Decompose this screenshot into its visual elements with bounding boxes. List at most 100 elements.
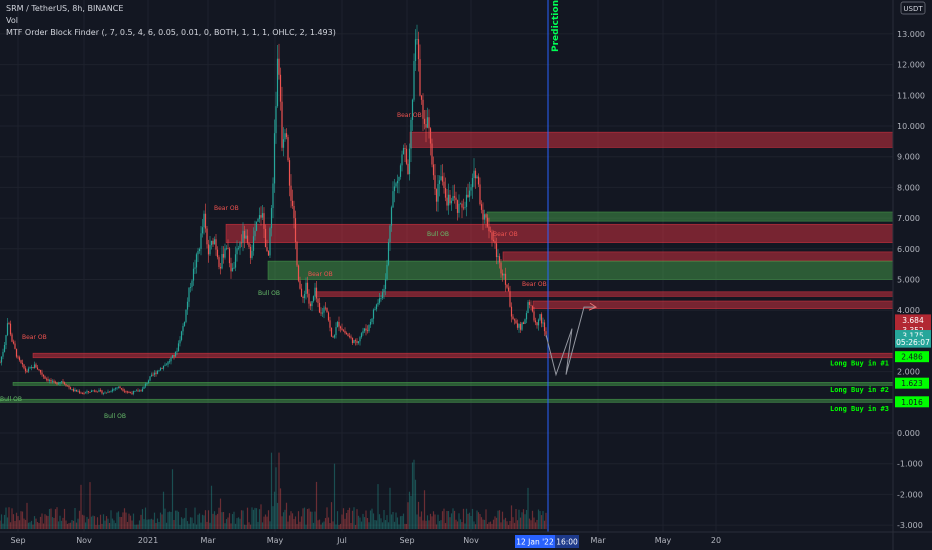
candle	[441, 176, 444, 182]
candle	[210, 240, 213, 246]
candle	[423, 118, 426, 125]
candle	[51, 380, 54, 382]
candle	[365, 328, 367, 331]
candle	[149, 376, 151, 381]
candle	[297, 265, 300, 281]
volume-bar	[459, 519, 462, 529]
volume-bar	[102, 514, 105, 529]
volume-bar	[333, 463, 336, 529]
candle	[477, 176, 480, 185]
volume-bar	[197, 514, 199, 529]
candle	[189, 287, 192, 288]
volume-bar	[456, 521, 459, 529]
volume-bar	[533, 517, 535, 529]
volume-bar	[218, 507, 220, 529]
volume-bar	[425, 520, 427, 529]
candle	[15, 348, 18, 357]
volume-bar	[63, 508, 66, 529]
volume-bar	[123, 508, 126, 529]
volume-bar	[315, 481, 318, 529]
volume-bar	[251, 507, 253, 529]
volume-bar	[183, 517, 186, 529]
candle	[305, 282, 307, 295]
volume-bar	[228, 513, 231, 529]
candle	[14, 343, 16, 349]
bear-order-block	[502, 251, 894, 262]
volume-bar	[33, 516, 36, 529]
candle	[336, 321, 339, 328]
volume-bar	[125, 512, 127, 529]
volume-bar	[438, 521, 441, 529]
candle	[489, 231, 492, 233]
volume-bar	[536, 519, 538, 529]
candle	[224, 248, 226, 258]
volume-bar	[444, 523, 447, 529]
bear-ob-label: Bear OB	[493, 231, 518, 238]
candle	[104, 392, 106, 394]
volume-bar	[447, 511, 450, 529]
volume-bar	[330, 502, 333, 529]
candle	[35, 364, 37, 368]
volume-bar	[144, 507, 147, 529]
candle	[266, 247, 268, 252]
currency-tag-text: USDT	[903, 5, 923, 13]
volume-bar	[179, 524, 181, 529]
volume-bar	[195, 524, 198, 529]
volume-bar	[489, 521, 492, 529]
volume-bar	[131, 520, 133, 529]
volume-bar	[159, 512, 162, 529]
volume-bar	[311, 511, 313, 529]
volume-bar	[21, 511, 24, 529]
volume-bar	[314, 511, 316, 529]
volume-bar	[405, 523, 408, 529]
volume-bar	[531, 510, 534, 529]
candle	[206, 228, 208, 245]
volume-bar	[365, 510, 367, 529]
volume-bar	[120, 517, 123, 529]
volume-bar	[27, 522, 30, 529]
candle	[339, 326, 342, 329]
volume-bar	[320, 524, 322, 529]
candle	[335, 327, 337, 336]
candle	[119, 386, 121, 389]
candle	[53, 380, 55, 382]
volume-bar	[534, 522, 537, 529]
candle	[278, 58, 280, 75]
candle	[201, 227, 204, 234]
candle	[113, 388, 115, 390]
volume-bar	[306, 509, 309, 529]
volume-bar	[176, 510, 178, 529]
candle	[200, 233, 202, 249]
y-tick-label: 4.000	[897, 306, 920, 315]
candle	[363, 328, 366, 332]
candle	[512, 316, 514, 320]
volume-bar	[468, 512, 471, 529]
candle	[56, 382, 58, 385]
candle	[255, 221, 258, 231]
volume-bar	[336, 511, 339, 529]
time-axis: Sep Nov 2021 Mar May Jul Sep Nov Mar May 20 12 Jan …	[10, 535, 721, 548]
volume-bar	[74, 507, 76, 529]
candle	[399, 165, 402, 177]
candle	[95, 390, 97, 392]
volume-bar	[65, 520, 67, 529]
bear-ob-label: Bear OB	[522, 281, 547, 288]
candle	[416, 39, 418, 40]
candle	[258, 215, 261, 219]
volume-bar	[29, 522, 31, 529]
volume-bar	[443, 508, 445, 529]
volume-bar	[32, 524, 34, 529]
volume-bar	[513, 522, 516, 529]
candle	[452, 196, 454, 201]
volume-bar	[354, 524, 357, 529]
candle	[309, 303, 312, 307]
volume-bar	[288, 515, 291, 529]
volume-bar	[243, 524, 246, 529]
candle	[473, 170, 475, 178]
bear-ob-label: Bear OB	[214, 205, 239, 212]
candle	[302, 296, 304, 299]
volume-bar	[374, 520, 376, 529]
candle	[132, 391, 135, 394]
candle	[465, 194, 468, 207]
